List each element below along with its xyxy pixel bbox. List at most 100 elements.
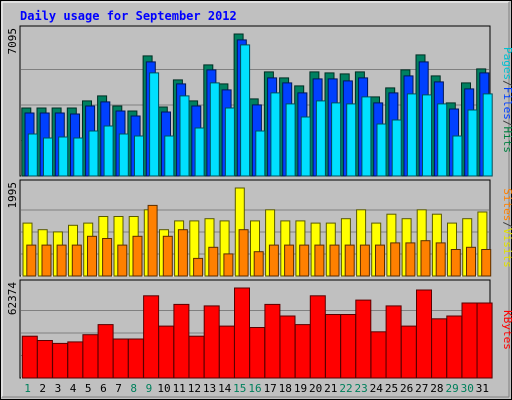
bar-pages-day-17 <box>270 92 281 177</box>
bar-pages-day-14 <box>224 107 235 177</box>
bar-sites-day-18 <box>284 244 295 277</box>
bar-kbytes-day-21 <box>325 314 341 379</box>
bar-sites-day-20 <box>314 244 325 277</box>
bar-kbytes-day-8 <box>127 338 144 379</box>
day-label-1: 1 <box>24 382 31 395</box>
day-label-2: 2 <box>39 382 46 395</box>
bar-sites-day-19 <box>299 244 310 277</box>
bar-kbytes-day-13 <box>203 305 220 379</box>
day-label-10: 10 <box>157 382 170 395</box>
bar-sites-day-5 <box>87 235 97 277</box>
day-label-5: 5 <box>85 382 92 395</box>
day-label-16: 16 <box>248 382 261 395</box>
bar-pages-day-31 <box>482 93 493 177</box>
day-label-27: 27 <box>415 382 428 395</box>
bar-kbytes-day-18 <box>279 315 296 379</box>
day-label-25: 25 <box>385 382 398 395</box>
bar-sites-day-1 <box>26 244 37 277</box>
bar-sites-day-8 <box>132 235 143 277</box>
legend-entry: Sites <box>501 188 512 221</box>
bar-kbytes-day-23 <box>355 299 372 379</box>
bar-kbytes-day-5 <box>82 334 99 379</box>
day-label-23: 23 <box>354 382 367 395</box>
day-label-20: 20 <box>309 382 322 395</box>
bar-sites-day-28 <box>435 242 446 277</box>
bar-pages-day-3 <box>58 136 69 177</box>
bar-pages-day-2 <box>43 137 53 177</box>
day-label-22: 22 <box>339 382 352 395</box>
bar-kbytes-day-7 <box>112 338 129 379</box>
bar-sites-day-2 <box>41 244 52 277</box>
bar-pages-day-8 <box>134 135 144 177</box>
day-label-7: 7 <box>115 382 122 395</box>
bar-pages-day-18 <box>285 103 296 177</box>
day-label-8: 8 <box>130 382 137 395</box>
bar-pages-day-23 <box>361 96 372 177</box>
bar-kbytes-day-15 <box>234 287 250 379</box>
bar-pages-day-4 <box>73 137 84 177</box>
bar-kbytes-day-31 <box>476 302 493 379</box>
bar-sites-day-29 <box>450 249 461 277</box>
bar-kbytes-day-1 <box>21 335 38 379</box>
bar-kbytes-day-9 <box>143 295 160 379</box>
bar-kbytes-day-16 <box>249 327 266 379</box>
bar-kbytes-day-24 <box>370 331 387 379</box>
day-label-9: 9 <box>146 382 153 395</box>
day-label-31: 31 <box>476 382 489 395</box>
bar-pages-day-7 <box>118 133 129 177</box>
bar-sites-day-22 <box>344 244 355 277</box>
axis-max-label: 7095 <box>6 28 19 55</box>
bar-kbytes-day-25 <box>385 305 402 379</box>
day-label-3: 3 <box>55 382 62 395</box>
bar-kbytes-day-20 <box>309 295 326 379</box>
bar-kbytes-day-11 <box>173 303 190 379</box>
bar-kbytes-day-4 <box>67 341 84 379</box>
bar-pages-day-12 <box>194 127 205 177</box>
day-label-24: 24 <box>370 382 384 395</box>
legend-entry: Files <box>501 87 512 120</box>
bar-sites-day-10 <box>162 235 173 277</box>
day-label-13: 13 <box>203 382 216 395</box>
bar-sites-day-23 <box>359 244 370 277</box>
legend-entry: / <box>501 120 512 127</box>
bar-sites-day-6 <box>102 238 113 277</box>
day-label-15: 15 <box>233 382 246 395</box>
bar-sites-day-17 <box>268 244 279 277</box>
bar-pages-day-6 <box>103 125 114 177</box>
bar-sites-day-14 <box>223 253 234 277</box>
bar-kbytes-day-10 <box>158 325 175 379</box>
day-label-6: 6 <box>100 382 107 395</box>
bar-kbytes-day-19 <box>294 324 311 379</box>
legend-entry: / <box>501 221 512 228</box>
day-label-30: 30 <box>461 382 474 395</box>
bar-pages-day-11 <box>179 95 190 177</box>
bar-sites-day-16 <box>253 251 264 277</box>
day-labels: 1 2 3 4 5 6 7 8 9 10 11 12 13 14 15 16 17 18 19 20 21 22 23 24 2… <box>24 382 489 395</box>
bar-sites-day-27 <box>420 240 431 277</box>
day-label-12: 12 <box>188 382 201 395</box>
legend-entry: Hits <box>501 127 512 154</box>
bar-kbytes-day-6 <box>97 324 114 379</box>
panel-visits-sites: 1995 Sites/Visits <box>6 179 512 277</box>
bar-sites-day-13 <box>208 246 219 277</box>
legend-entry: Visits <box>501 228 512 268</box>
bar-pages-day-29 <box>452 135 463 177</box>
legend-entry: / <box>501 80 512 87</box>
panel-legend: Pages/Files/Hits <box>501 47 512 153</box>
bar-kbytes-day-26 <box>400 325 417 379</box>
bar-pages-day-21 <box>331 102 342 177</box>
panel-hits-files-pages: 7095 Pages/Files/Hits <box>6 25 512 177</box>
panel-legend: KBytes <box>501 310 512 350</box>
day-label-18: 18 <box>279 382 292 395</box>
bar-sites-day-21 <box>329 244 340 277</box>
bar-sites-day-7 <box>117 244 128 277</box>
bar-pages-day-19 <box>300 116 311 177</box>
bar-kbytes-day-29 <box>446 315 463 379</box>
bar-sites-day-25 <box>390 242 401 277</box>
bar-pages-day-15 <box>240 44 251 177</box>
day-label-21: 21 <box>324 382 337 395</box>
bar-sites-day-15 <box>238 229 249 277</box>
day-label-19: 19 <box>294 382 307 395</box>
day-label-11: 11 <box>173 382 186 395</box>
